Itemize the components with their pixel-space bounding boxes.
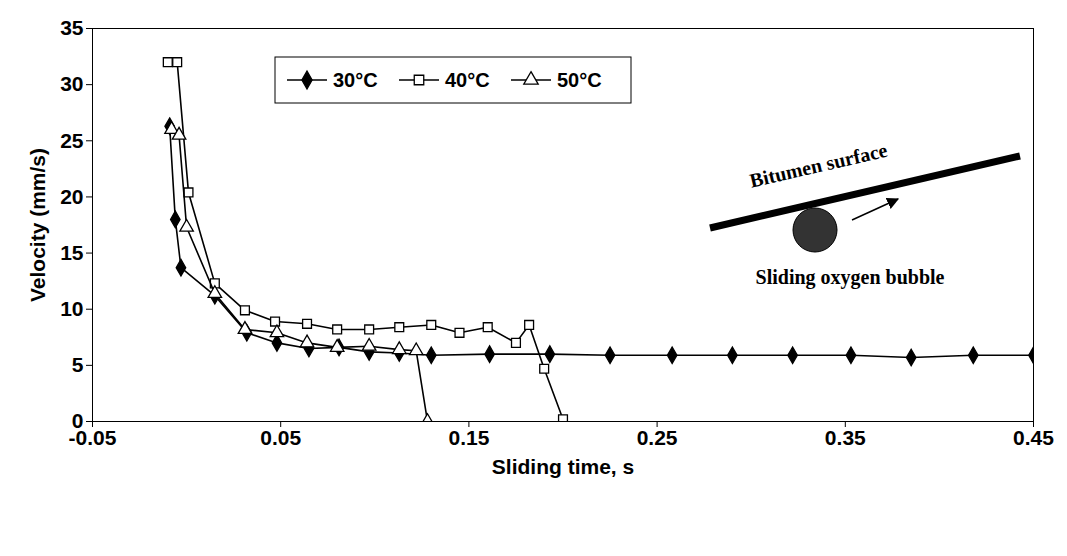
svg-text:40°C: 40°C [445,69,490,91]
svg-text:0: 0 [71,409,84,433]
svg-text:0.45: 0.45 [1013,426,1054,449]
svg-text:Bitumen surface: Bitumen surface [747,139,889,192]
svg-text:0.25: 0.25 [637,426,678,449]
svg-text:20: 20 [60,185,83,208]
svg-text:Velocity (mm/s): Velocity (mm/s) [26,148,49,302]
svg-text:50°C: 50°C [557,69,602,91]
svg-text:-0.05: -0.05 [69,426,117,449]
svg-text:25: 25 [60,129,84,152]
svg-text:5: 5 [72,353,84,376]
svg-text:0.05: 0.05 [260,426,301,449]
svg-text:0.15: 0.15 [448,426,489,449]
svg-text:30: 30 [60,72,83,95]
svg-text:0.35: 0.35 [825,426,866,449]
svg-text:35: 35 [60,16,84,39]
svg-text:Sliding oxygen bubble: Sliding oxygen bubble [756,266,945,289]
svg-text:30°C: 30°C [333,69,378,91]
svg-text:10: 10 [60,297,83,320]
svg-text:15: 15 [60,241,84,264]
svg-text:Sliding time, s: Sliding time, s [492,455,634,478]
